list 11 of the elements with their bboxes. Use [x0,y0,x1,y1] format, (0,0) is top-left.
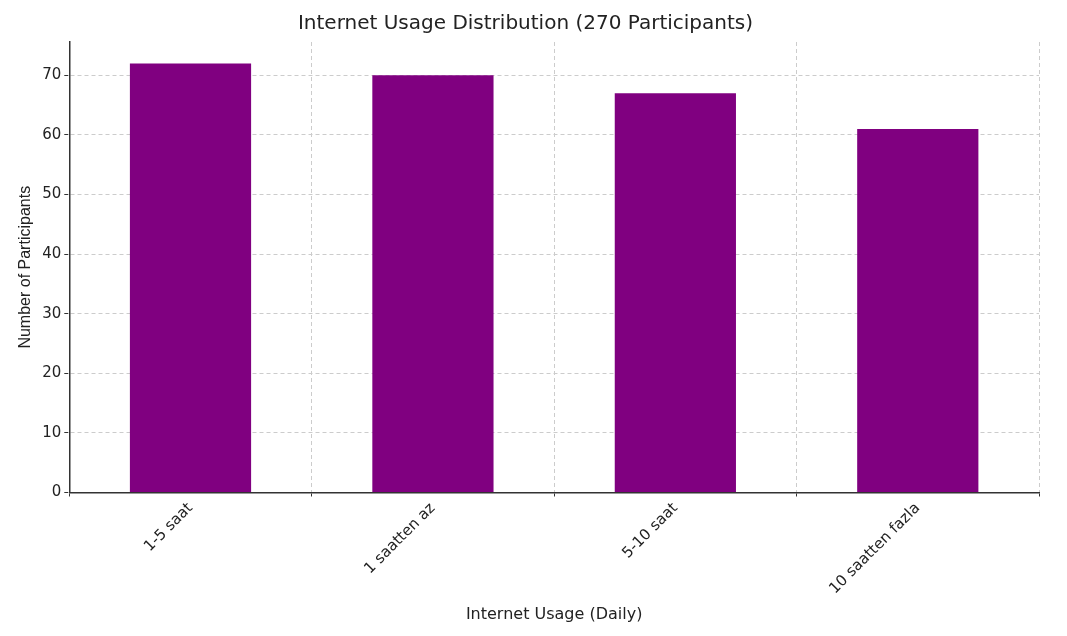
y-tick-label: 70 [42,65,62,84]
y-tick-label: 10 [42,422,62,441]
y-tick-label: 30 [42,303,62,322]
y-tick-label: 0 [51,482,62,501]
y-tick-label: 20 [42,363,62,382]
chart-title: Internet Usage Distribution (270 Participants) [297,10,754,35]
y-tick-label: 60 [42,124,62,143]
y-tick-label: 40 [42,244,62,263]
y-axis-title: Number of Participants [16,185,34,349]
y-tick-label: 50 [42,184,62,203]
x-axis-title: Internet Usage (Daily) [465,603,643,623]
